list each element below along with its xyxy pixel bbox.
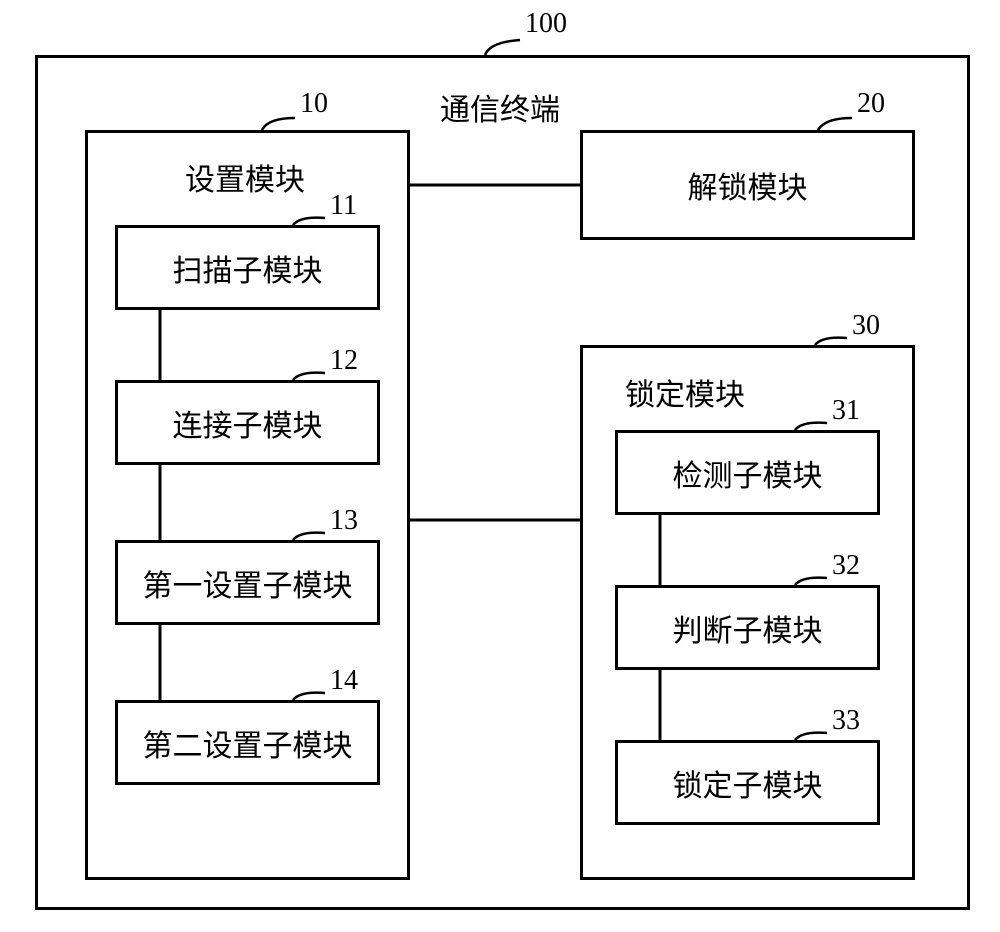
judge-submodule-box: 判断子模块	[615, 585, 880, 670]
label-11: 11	[330, 190, 357, 222]
label-14: 14	[330, 665, 358, 697]
connect-submodule-label: 连接子模块	[118, 401, 377, 445]
detect-submodule-box: 检测子模块	[615, 430, 880, 515]
label-32: 32	[832, 550, 860, 582]
label-13: 13	[330, 505, 358, 537]
judge-submodule-label: 判断子模块	[618, 606, 877, 650]
lock-submodule-box: 锁定子模块	[615, 740, 880, 825]
scan-submodule-box: 扫描子模块	[115, 225, 380, 310]
lock-submodule-label: 锁定子模块	[618, 761, 877, 805]
first-settings-submodule-label: 第一设置子模块	[118, 561, 377, 605]
outer-title: 通信终端	[440, 85, 560, 129]
label-31: 31	[832, 395, 860, 427]
label-12: 12	[330, 345, 358, 377]
unlock-module-label: 解锁模块	[583, 163, 912, 207]
second-settings-submodule-label: 第二设置子模块	[118, 721, 377, 765]
label-100: 100	[525, 8, 567, 40]
lock-module-title: 锁定模块	[625, 370, 745, 414]
label-33: 33	[832, 705, 860, 737]
first-settings-submodule-box: 第一设置子模块	[115, 540, 380, 625]
label-10: 10	[300, 88, 328, 120]
scan-submodule-label: 扫描子模块	[118, 246, 377, 290]
settings-module-title: 设置模块	[185, 155, 305, 199]
connect-submodule-box: 连接子模块	[115, 380, 380, 465]
second-settings-submodule-box: 第二设置子模块	[115, 700, 380, 785]
label-30: 30	[852, 310, 880, 342]
unlock-module-box: 解锁模块	[580, 130, 915, 240]
label-20: 20	[857, 88, 885, 120]
detect-submodule-label: 检测子模块	[618, 451, 877, 495]
